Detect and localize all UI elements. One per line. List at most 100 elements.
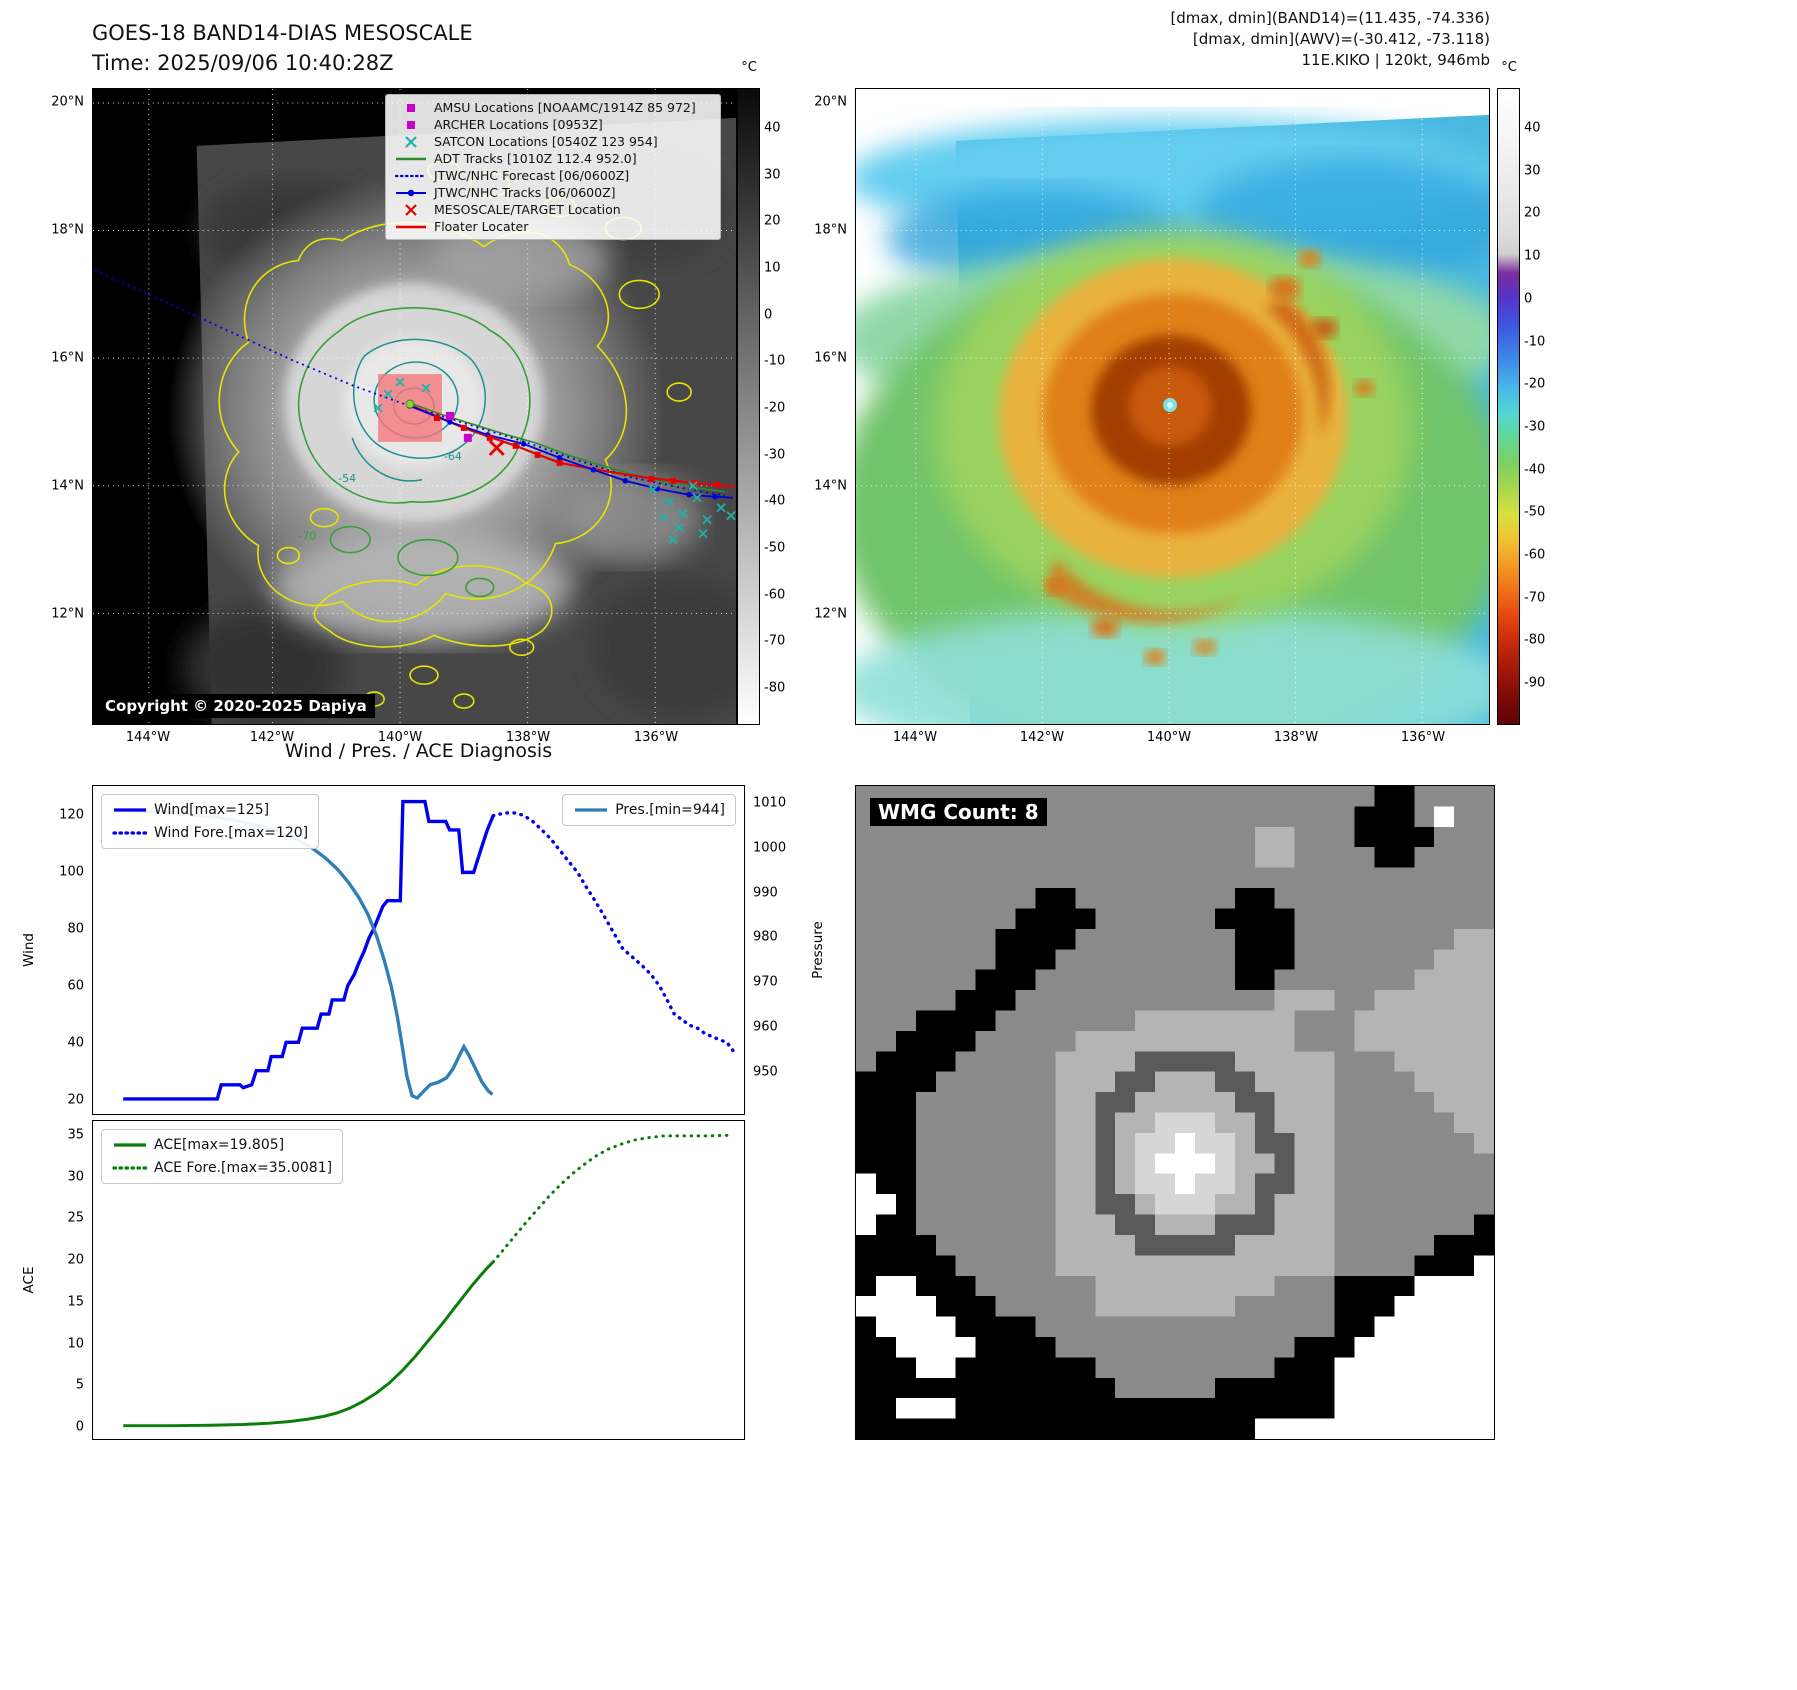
colorbar-tick-label: -60 bbox=[764, 587, 786, 603]
floater-locater-line bbox=[409, 403, 736, 488]
legend-item-label: ARCHER Locations [0953Z] bbox=[434, 117, 603, 132]
axis-tick-label: 25 bbox=[67, 1210, 84, 1226]
colorbar-tick-label: -70 bbox=[764, 633, 786, 649]
lon-tick-label: 142°W bbox=[1019, 730, 1065, 745]
colorbar-tick-label: -80 bbox=[764, 680, 786, 696]
ace-chart: ACE[max=19.805] ACE Fore.[max=35.0081] bbox=[92, 1120, 745, 1440]
amsu-archer-square-markers bbox=[445, 411, 472, 442]
awv-satellite-map bbox=[836, 88, 1514, 767]
jtwc-forecast-line bbox=[94, 269, 726, 497]
square-marker-icon bbox=[407, 103, 415, 112]
wmg-microwave-panel: WMG Count: 8 bbox=[855, 785, 1495, 1440]
colorbar-tick-label: 30 bbox=[1524, 163, 1541, 179]
legend-item: Wind[max=125] bbox=[112, 802, 308, 818]
legend-item-label: JTWC/NHC Forecast [06/0600Z] bbox=[434, 168, 630, 183]
lat-tick-label: 20°N bbox=[814, 94, 847, 110]
legend-item-label: SATCON Locations [0540Z 123 954] bbox=[434, 134, 658, 149]
axis-tick-label: 60 bbox=[67, 978, 84, 994]
colorbar-tick-label: -10 bbox=[1524, 334, 1546, 349]
wmg-count-label: WMG Count: 8 bbox=[870, 798, 1047, 826]
x-marker-icon bbox=[405, 135, 417, 148]
axis-tick-label: 950 bbox=[753, 1064, 778, 1080]
lat-tick-label: 20°N bbox=[51, 94, 84, 110]
series-ace-fore- bbox=[491, 1133, 735, 1264]
legend-item-label: MESOSCALE/TARGET Location bbox=[434, 202, 621, 217]
colorbar-tick-label: -10 bbox=[764, 353, 786, 369]
map-right-lon-axis: 144°W 142°W 140°W 138°W 136°W bbox=[855, 730, 1490, 752]
ace-plot bbox=[123, 1133, 735, 1428]
axis-tick-label: 1010 bbox=[753, 795, 787, 811]
wmg-pixel-image bbox=[856, 786, 1494, 1439]
lat-tick-label: 16°N bbox=[814, 350, 847, 366]
colorbar-tick-label: 40 bbox=[1524, 120, 1541, 136]
line-marker-icon bbox=[396, 157, 426, 160]
lon-tick-label: 144°W bbox=[125, 730, 171, 745]
colorbar-tick-label: -40 bbox=[1524, 462, 1546, 478]
axis-tick-label: 35 bbox=[67, 1127, 84, 1143]
wind-pressure-chart: Wind[max=125] Wind Fore.[max=120] Pres.[m… bbox=[92, 785, 745, 1115]
lon-tick-label: 138°W bbox=[505, 730, 551, 745]
ace-legend: ACE[max=19.805] ACE Fore.[max=35.0081] bbox=[101, 1129, 344, 1184]
colorbar-tick-label: 40 bbox=[764, 120, 781, 136]
wind-axis-label: Wind bbox=[21, 933, 37, 967]
map-left-lat-axis: 20°N 18°N 16°N 14°N 12°N bbox=[44, 88, 88, 725]
wind-y-axis: 20 40 60 80 100 120 bbox=[44, 785, 88, 1115]
pressure-legend: Pres.[min=944] bbox=[562, 794, 736, 826]
awv-image bbox=[836, 89, 1514, 767]
ace-y-axis: 0 5 10 15 20 25 30 35 bbox=[44, 1120, 88, 1440]
map-left-subtitle: Time: 2025/09/06 10:40:28Z bbox=[92, 51, 394, 75]
latlon-grid bbox=[93, 89, 736, 724]
dotted-marker-icon bbox=[394, 174, 428, 177]
axis-tick-label: 970 bbox=[753, 974, 778, 990]
colorbar-tick-label: -20 bbox=[764, 400, 786, 416]
line-sample-icon bbox=[114, 1143, 146, 1147]
line-sample-icon bbox=[112, 1166, 148, 1170]
storm-eye-center bbox=[1167, 402, 1173, 408]
series-pres- bbox=[123, 808, 494, 1101]
legend-item: SATCON Locations [0540Z 123 954] bbox=[394, 134, 712, 149]
axis-tick-label: 100 bbox=[59, 864, 84, 880]
lat-tick-label: 18°N bbox=[51, 222, 84, 238]
legend-item-label: AMSU Locations [NOAAMC/1914Z 85 972] bbox=[434, 100, 696, 115]
lon-tick-label: 136°W bbox=[1400, 730, 1446, 745]
ir-satellite-map: -64 -54 -70 bbox=[92, 88, 771, 727]
map-right-lat-axis: 20°N 18°N 16°N 14°N 12°N bbox=[807, 88, 851, 725]
series-wind bbox=[123, 799, 495, 1101]
wind-legend: Wind[max=125] Wind Fore.[max=120] bbox=[101, 794, 320, 849]
lat-tick-label: 18°N bbox=[814, 222, 847, 238]
colorbar-tick-label: 20 bbox=[1524, 205, 1541, 221]
latlon-grid bbox=[856, 89, 1489, 724]
colorbar-tick-label: -50 bbox=[764, 540, 786, 556]
lon-tick-label: 142°W bbox=[249, 730, 295, 745]
chart-title: Wind / Pres. / ACE Diagnosis bbox=[284, 740, 553, 762]
legend-item: JTWC/NHC Forecast [06/0600Z] bbox=[394, 168, 712, 183]
legend-item: AMSU Locations [NOAAMC/1914Z 85 972] bbox=[394, 100, 712, 115]
storm-id-intensity: 11E.KIKO | 120kt, 946mb bbox=[1301, 51, 1490, 69]
lon-tick-label: 144°W bbox=[892, 730, 938, 745]
lat-tick-label: 14°N bbox=[814, 478, 847, 494]
stat-band14-range: [dmax, dmin](BAND14)=(11.435, -74.336) bbox=[1170, 9, 1490, 27]
line-sample-icon bbox=[114, 808, 146, 812]
lon-tick-label: 138°W bbox=[1273, 730, 1319, 745]
colorbar-tick-label: 10 bbox=[1524, 248, 1541, 264]
line-sample-icon bbox=[112, 831, 148, 835]
contour-label-54: -54 bbox=[338, 472, 356, 485]
axis-tick-label: 980 bbox=[753, 929, 778, 945]
axis-tick-label: 80 bbox=[67, 921, 84, 937]
colorbar-ir-unit: °C bbox=[741, 60, 757, 75]
line-dot-marker-icon bbox=[396, 189, 426, 196]
colorbar-ir-ticks: 40 30 20 10 0 -10 -20 -30 -40 -50 -60 -70 -80 bbox=[764, 88, 804, 725]
legend-item: JTWC/NHC Tracks [06/0600Z] bbox=[394, 185, 712, 200]
legend-item-label: JTWC/NHC Tracks [06/0600Z] bbox=[434, 185, 616, 200]
pressure-axis-label: Pressure bbox=[810, 921, 826, 979]
copyright-label: Copyright © 2020-2025 Dapiya bbox=[97, 694, 375, 718]
legend-item-label: ADT Tracks [1010Z 112.4 952.0] bbox=[434, 151, 637, 166]
legend-item-label: ACE Fore.[max=35.0081] bbox=[154, 1160, 333, 1176]
axis-tick-label: 10 bbox=[67, 1336, 84, 1352]
legend-item-label: Floater Locater bbox=[434, 219, 529, 234]
legend-item: ARCHER Locations [0953Z] bbox=[394, 117, 712, 132]
lon-tick-label: 140°W bbox=[1146, 730, 1192, 745]
colorbar-tick-label: -20 bbox=[1524, 376, 1546, 392]
line-marker-icon bbox=[396, 225, 426, 228]
lat-tick-label: 14°N bbox=[51, 478, 84, 494]
